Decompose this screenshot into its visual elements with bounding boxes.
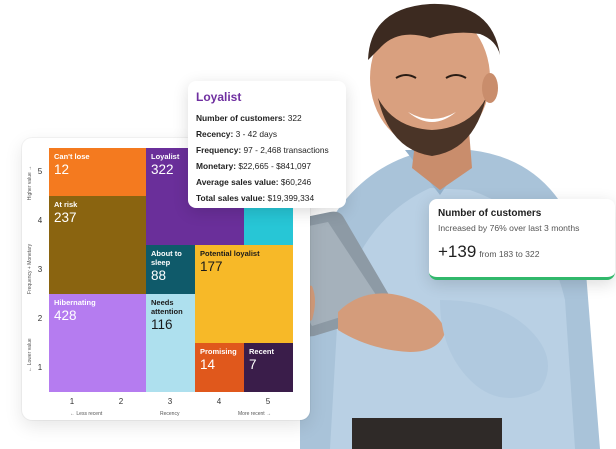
x-tick: 1 [69, 397, 75, 406]
tooltip-row: Monetary: $22,665 - $841,097 [196, 158, 338, 174]
tooltip-label: Average sales value: [196, 177, 279, 187]
tooltip-title: Loyalist [196, 90, 242, 104]
customers-stat-card: Number of customers Increased by 76% ove… [429, 199, 615, 280]
tooltip-label: Monetary: [196, 161, 237, 171]
tooltip-row: Total sales value: $19,399,334 [196, 190, 338, 206]
segment-name: Promising [200, 347, 237, 356]
segment-hibernating[interactable]: Hibernating 428 [49, 294, 146, 392]
stat-from-text: from 183 to 322 [479, 249, 540, 259]
segment-name: Loyalist [151, 152, 180, 161]
segment-count: 88 [151, 268, 167, 283]
tooltip-value: 322 [287, 113, 302, 123]
tooltip-row: Recency: 3 - 42 days [196, 126, 338, 142]
y-tick: 2 [37, 314, 43, 323]
tooltip-value: $60,246 [280, 177, 312, 187]
segment-name: Hibernating [54, 298, 96, 307]
segment-count: 322 [151, 162, 174, 177]
segment-name: At risk [54, 200, 78, 209]
tooltip-row: Number of customers: 322 [196, 110, 338, 126]
y-tick: 1 [37, 363, 43, 372]
x-axis-high-label: More recent → [238, 411, 272, 417]
tooltip-value: $19,399,334 [267, 193, 315, 203]
tooltip-row: Frequency: 97 - 2,468 transactions [196, 142, 338, 158]
y-axis-high-label: Higher value → [27, 165, 33, 201]
segment-recent[interactable]: Recent 7 [244, 343, 293, 392]
segment-count: 116 [151, 317, 173, 332]
x-axis-label: Recency [160, 411, 180, 417]
x-tick: 5 [265, 397, 271, 406]
tooltip-value: 3 - 42 days [235, 129, 278, 139]
tooltip-value: $22,665 - $841,097 [238, 161, 312, 171]
y-tick: 3 [37, 265, 43, 274]
y-tick: 4 [37, 216, 43, 225]
segment-cant-lose[interactable]: Can't lose 12 [49, 148, 146, 196]
x-tick: 3 [167, 397, 173, 406]
stat-title: Number of customers [438, 208, 542, 219]
tooltip-label: Number of customers: [196, 113, 286, 123]
y-axis-low-label: ← Lower value [27, 338, 33, 372]
segment-count: 14 [200, 357, 216, 372]
tooltip-row: Average sales value: $60,246 [196, 174, 338, 190]
loyalist-tooltip: Loyalist Number of customers: 322 Recenc… [188, 81, 346, 208]
stat-subtitle: Increased by 76% over last 3 months [438, 223, 580, 233]
x-axis-low-label: ← Less recent [70, 411, 103, 417]
segment-count: 428 [54, 308, 77, 323]
segment-needs-attention[interactable]: Needs attention 116 [146, 294, 195, 392]
segment-name: About to sleep [151, 249, 182, 267]
segment-about-to-sleep[interactable]: About to sleep 88 [146, 245, 195, 294]
segment-count: 177 [200, 259, 223, 274]
stat-delta: +139 [438, 242, 477, 261]
x-tick: 4 [216, 397, 222, 406]
tooltip-label: Recency: [196, 129, 234, 139]
segment-name: Recent [249, 347, 275, 356]
segment-name: Needs attention [151, 298, 183, 316]
segment-at-risk[interactable]: At risk 237 [49, 196, 146, 294]
tooltip-label: Frequency: [196, 145, 242, 155]
x-tick: 2 [118, 397, 124, 406]
y-tick: 5 [37, 167, 43, 176]
y-axis-label: Frequency + Monetary [27, 243, 33, 295]
segment-name: Can't lose [54, 152, 90, 161]
segment-count: 12 [54, 162, 70, 177]
segment-promising[interactable]: Promising 14 [195, 343, 244, 392]
tooltip-label: Total sales value: [196, 193, 266, 203]
tooltip-value: 97 - 2,468 transactions [243, 145, 329, 155]
segment-name: Potential loyalist [200, 249, 260, 258]
segment-potential-loyalist[interactable]: Potential loyalist 177 [195, 245, 293, 343]
segment-count: 237 [54, 210, 77, 225]
segment-count: 7 [249, 357, 257, 372]
rfm-grid: Can't lose 12 At risk 237 Hibernating 42… [49, 148, 293, 392]
